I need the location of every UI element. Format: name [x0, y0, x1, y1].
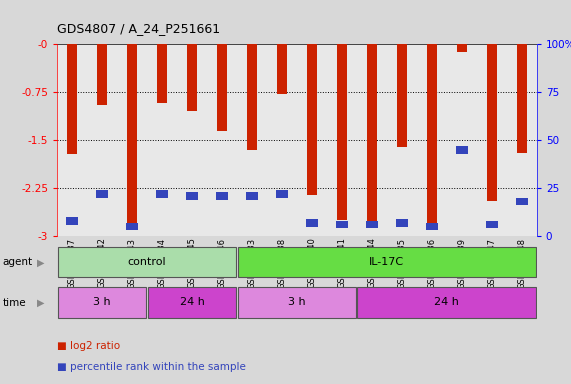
Text: time: time — [3, 298, 26, 308]
Bar — [87, 44, 117, 236]
Bar — [238, 287, 356, 318]
Bar — [156, 190, 168, 198]
Text: ▶: ▶ — [37, 257, 45, 267]
Bar — [397, 44, 407, 147]
Bar — [96, 190, 108, 198]
Bar — [426, 223, 437, 230]
Bar — [367, 44, 377, 222]
Bar — [67, 44, 77, 154]
Bar — [58, 287, 146, 318]
Bar — [148, 287, 236, 318]
Bar — [276, 190, 288, 198]
Bar — [477, 44, 507, 236]
Bar — [417, 44, 447, 236]
Bar — [357, 287, 536, 318]
Bar — [336, 221, 348, 228]
Bar — [58, 247, 236, 277]
Bar — [237, 44, 267, 236]
Bar — [297, 44, 327, 236]
Bar — [247, 44, 257, 150]
Bar — [127, 44, 137, 228]
Bar — [207, 44, 237, 236]
Bar — [486, 44, 497, 201]
Text: control: control — [128, 257, 166, 267]
Text: 24 h: 24 h — [435, 297, 459, 308]
Bar — [366, 221, 377, 228]
Text: ▶: ▶ — [37, 298, 45, 308]
Bar — [277, 44, 287, 94]
Bar — [246, 192, 258, 200]
Bar — [517, 44, 527, 153]
Bar — [306, 219, 317, 227]
Text: 24 h: 24 h — [179, 297, 204, 308]
Bar — [337, 44, 347, 220]
Text: 3 h: 3 h — [93, 297, 111, 308]
Bar — [507, 44, 537, 236]
Bar — [187, 44, 197, 111]
Bar — [396, 219, 408, 227]
Bar — [267, 44, 297, 236]
Text: ■ log2 ratio: ■ log2 ratio — [57, 341, 120, 351]
Text: IL-17C: IL-17C — [369, 257, 404, 267]
Bar — [307, 44, 317, 195]
Text: agent: agent — [3, 257, 33, 267]
Bar — [217, 44, 227, 131]
Bar — [516, 198, 528, 205]
Bar — [357, 44, 387, 236]
Bar — [117, 44, 147, 236]
Text: ■ percentile rank within the sample: ■ percentile rank within the sample — [57, 362, 246, 372]
Bar — [447, 44, 477, 236]
Text: 3 h: 3 h — [288, 297, 305, 308]
Bar — [238, 247, 536, 277]
Bar — [97, 44, 107, 105]
Bar — [147, 44, 177, 236]
Bar — [387, 44, 417, 236]
Bar — [456, 146, 468, 154]
Bar — [66, 217, 78, 225]
Bar — [216, 192, 228, 200]
Bar — [126, 223, 138, 230]
Bar — [57, 44, 87, 236]
Bar — [157, 44, 167, 103]
Text: GDS4807 / A_24_P251661: GDS4807 / A_24_P251661 — [57, 22, 220, 35]
Bar — [177, 44, 207, 236]
Bar — [457, 44, 467, 52]
Bar — [486, 221, 497, 228]
Bar — [427, 44, 437, 228]
Bar — [186, 192, 198, 200]
Bar — [327, 44, 357, 236]
